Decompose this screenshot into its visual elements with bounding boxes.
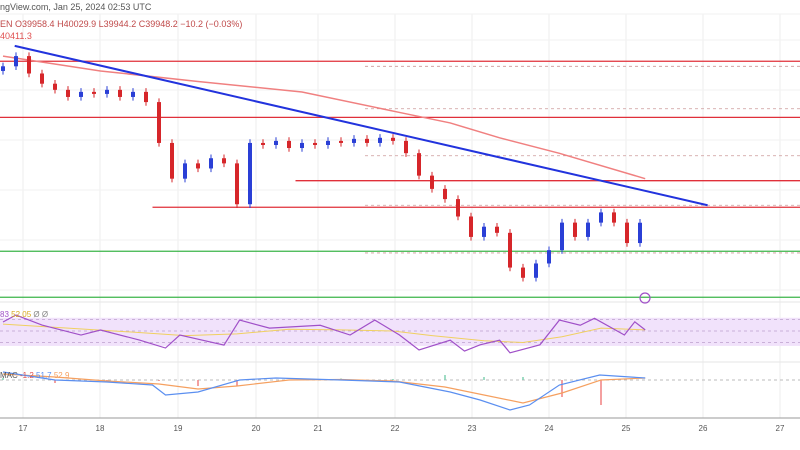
candle-body <box>547 250 551 264</box>
candle-body <box>404 140 408 154</box>
open-value: O39958.4 <box>15 19 55 29</box>
x-tick-label: 24 <box>545 424 554 433</box>
candle-body <box>105 89 109 94</box>
rsi-param-b: Ø <box>41 310 49 319</box>
candle-body <box>27 56 31 74</box>
rsi-param-a: Ø <box>33 310 40 319</box>
rsi-line <box>2 314 646 354</box>
candle-body <box>443 188 447 200</box>
candle-body <box>40 73 44 84</box>
candle-body <box>599 212 603 223</box>
macd-value: -1.2 <box>20 371 34 380</box>
candle-body <box>456 199 460 217</box>
candle-body <box>339 140 343 143</box>
x-tick-label: 18 <box>96 424 105 433</box>
low-value: L39944.2 <box>98 19 137 29</box>
candle-body <box>1 66 5 71</box>
candle-body <box>300 142 304 149</box>
candle-body <box>183 163 187 179</box>
change-value: −10.2 (−0.03%) <box>180 19 243 29</box>
candle-body <box>157 102 161 143</box>
x-tick-label: 21 <box>314 424 323 433</box>
trend-line <box>14 44 708 207</box>
macd-line <box>2 371 646 411</box>
candle-body <box>131 91 135 97</box>
candle-body <box>287 140 291 149</box>
candle-body <box>235 163 239 205</box>
candle-body <box>118 89 122 97</box>
candle-body <box>612 212 616 223</box>
close-value: C39948.2 <box>138 19 178 29</box>
candle-body <box>248 142 252 205</box>
candle-body <box>378 137 382 143</box>
ohlc-legend: EN O39958.4 H40029.9 L39944.2 C39948.2 −… <box>0 19 242 29</box>
x-tick-label: 19 <box>174 424 183 433</box>
rsi-name: 83 <box>0 310 9 319</box>
x-tick-label: 27 <box>776 424 785 433</box>
macd-signal-value: 51.7 <box>36 371 52 380</box>
candle-body <box>573 222 577 237</box>
candle-body <box>352 138 356 143</box>
candle-body <box>209 158 213 169</box>
candle-body <box>261 142 265 145</box>
candle-body <box>495 226 499 233</box>
candle-body <box>417 153 421 176</box>
candle-body <box>560 222 564 251</box>
candle-body <box>508 232 512 268</box>
candle-body <box>482 226 486 237</box>
event-marker-icon <box>639 292 651 304</box>
candle-body <box>196 163 200 169</box>
moving-average-line <box>2 55 646 180</box>
x-tick-label: 22 <box>391 424 400 433</box>
candle-body <box>79 91 83 97</box>
candle-body <box>534 263 538 278</box>
x-tick-label: 17 <box>19 424 28 433</box>
macd-legend: MAC -1.2 51.7 52.9 <box>0 371 69 380</box>
candle-body <box>222 158 226 164</box>
candle-body <box>391 137 395 141</box>
rsi-ma-line <box>2 323 646 343</box>
candle-body <box>144 91 148 103</box>
candle-body <box>14 56 18 67</box>
x-tick-label: 20 <box>252 424 261 433</box>
candle-body <box>326 140 330 145</box>
symbol: EN <box>0 19 13 29</box>
candle-body <box>586 222 590 237</box>
x-tick-label: 23 <box>468 424 477 433</box>
candle-body <box>625 222 629 244</box>
candle-body <box>638 222 642 244</box>
x-tick-label: 26 <box>699 424 708 433</box>
x-tick-label: 25 <box>622 424 631 433</box>
candle-body <box>469 216 473 237</box>
high-value: H40029.9 <box>57 19 97 29</box>
chart-source-header: ngView.com, Jan 25, 2024 02:53 UTC <box>0 2 152 12</box>
rsi-legend: 83 52.05 Ø Ø <box>0 310 48 319</box>
candle-body <box>274 140 278 145</box>
candle-body <box>92 91 96 94</box>
candle-body <box>66 89 70 97</box>
ma-legend-value: 40411.3 <box>0 31 32 41</box>
macd-hist-value: 52.9 <box>53 371 70 380</box>
rsi-value: 52.05 <box>11 310 32 319</box>
candle-body <box>53 83 57 90</box>
candle-body <box>430 175 434 189</box>
macd-name: MAC <box>0 371 18 380</box>
candle-body <box>170 142 174 179</box>
candle-body <box>313 142 317 145</box>
candle-body <box>365 138 369 143</box>
candle-body <box>521 267 525 278</box>
